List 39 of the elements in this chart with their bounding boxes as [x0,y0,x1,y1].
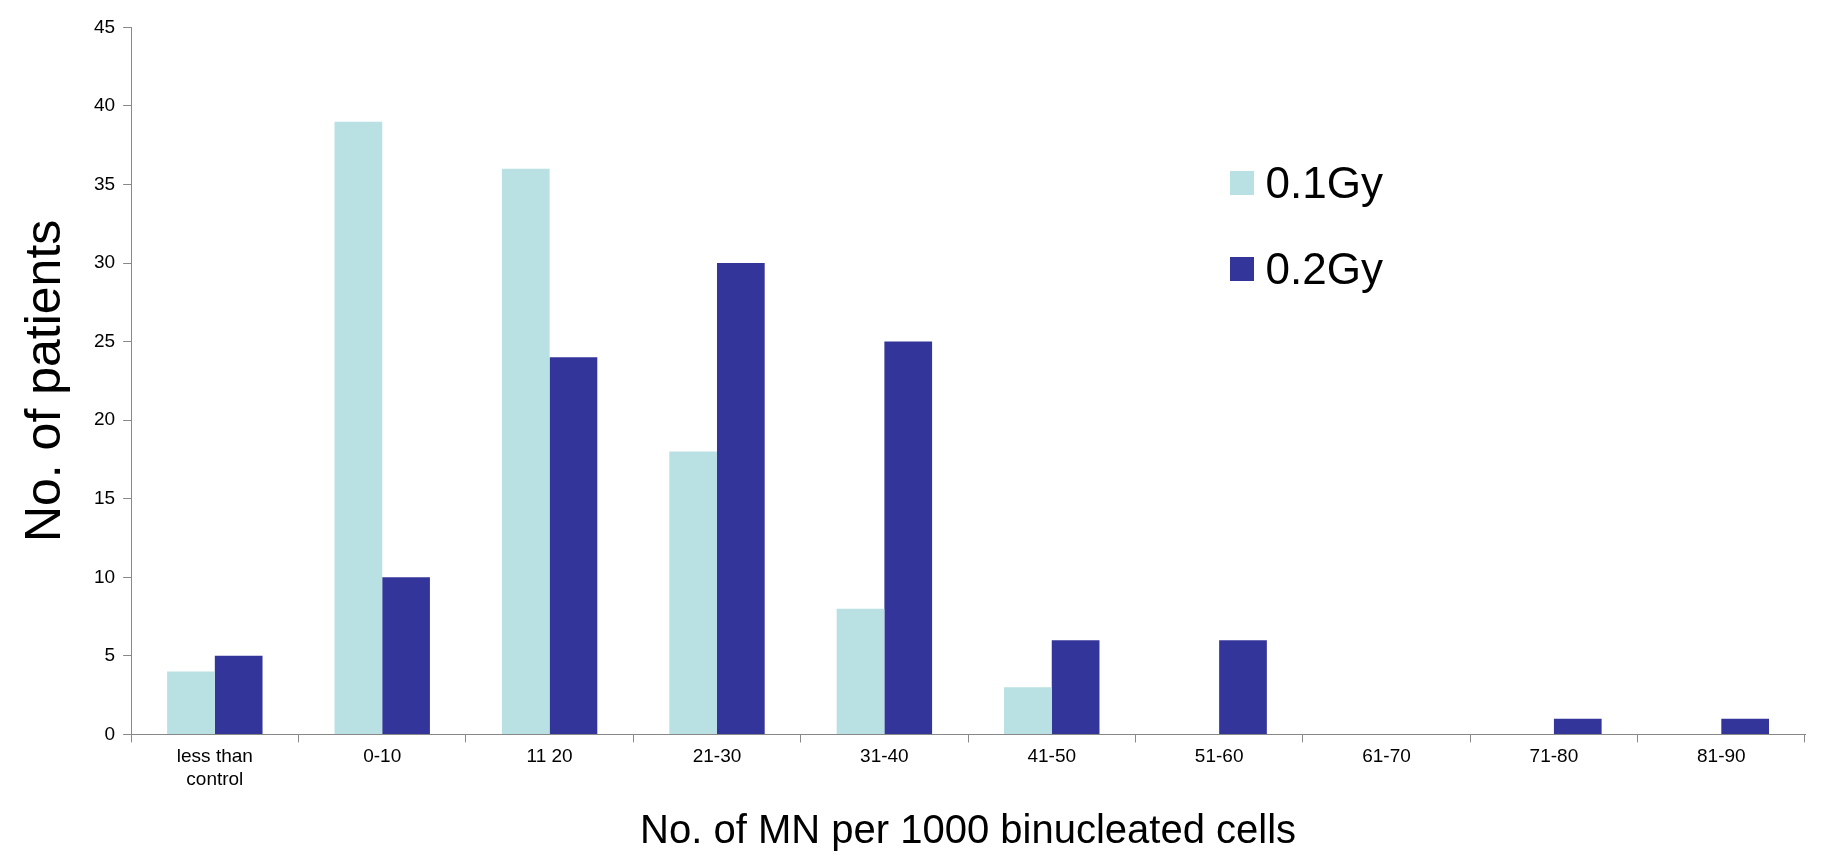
bar [501,168,550,734]
x-tick-label: less than control [176,745,253,789]
x-tick-label: 51-60 [1194,745,1244,767]
x-axis-title: No. of MN per 1000 binucleated cells [640,807,1297,852]
x-tick-label: 61-70 [1362,745,1411,767]
y-tick-label: 10 [93,565,116,587]
bar [1219,640,1267,734]
x-tick-label: 41-50 [1027,745,1077,767]
bar [1721,718,1770,734]
bar [716,263,765,734]
y-tick-label: 30 [93,251,116,273]
y-tick-label: 45 [93,15,116,37]
bar [214,655,263,734]
bar [167,671,215,734]
y-tick-label: 35 [93,172,116,194]
bar [382,577,430,734]
y-tick-label: 20 [93,408,116,430]
y-tick-label: 0 [104,722,116,744]
x-tick-label: 71-80 [1529,745,1579,767]
y-tick-label: 5 [104,644,116,666]
bar [1051,640,1100,734]
x-tick-label: 0-10 [363,745,402,767]
bar [836,608,885,734]
x-tick-label: 11 20 [526,745,573,767]
y-tick-label: 15 [93,486,116,508]
x-tick-label: 81-90 [1697,745,1746,767]
y-axis-title: No. of patients [14,219,71,543]
bar [884,341,933,734]
legend-label: 0.2Gy [1265,244,1383,294]
x-tick-label: 21-30 [692,745,742,767]
bar [1553,718,1602,734]
legend-label: 0.1Gy [1265,158,1383,208]
y-tick-label: 40 [93,94,116,116]
x-tick-label: 31-40 [860,745,909,767]
y-tick-label: 25 [93,329,116,351]
bar [669,451,717,734]
bar [549,357,598,734]
bar [334,121,383,734]
bar [1004,687,1052,734]
